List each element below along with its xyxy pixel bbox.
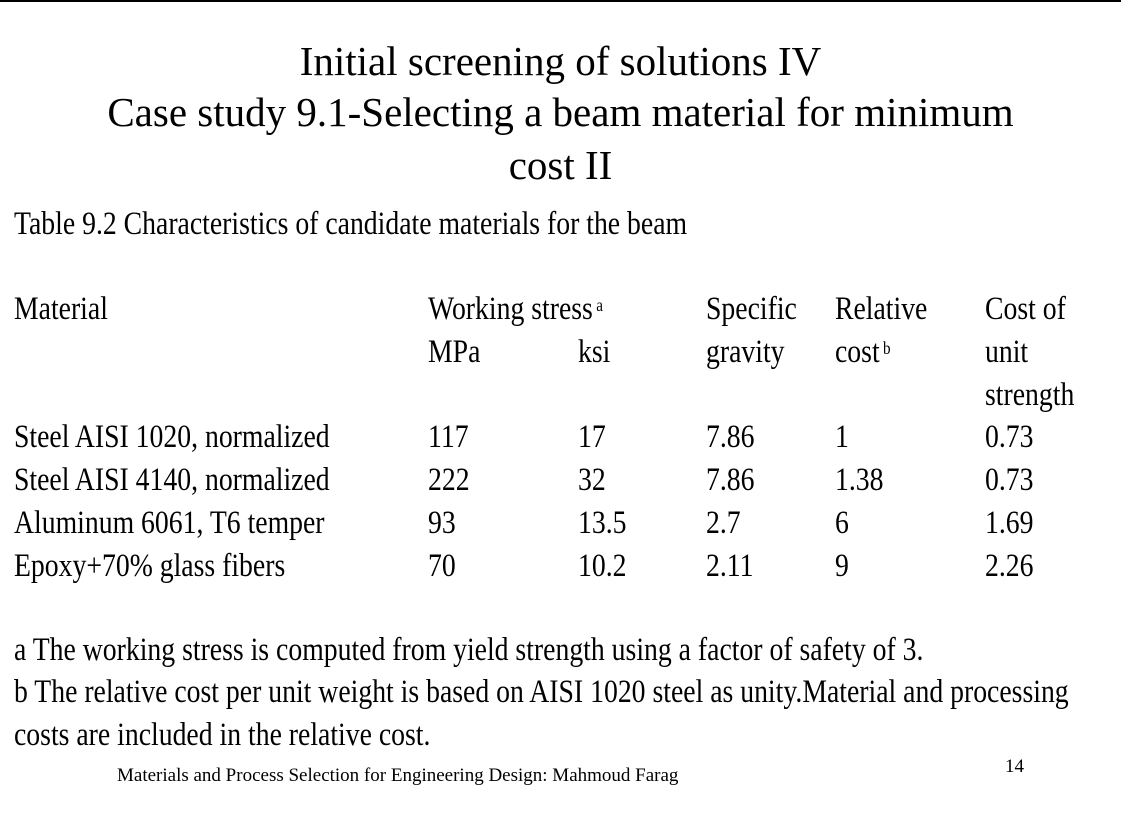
table-cell: 17: [578, 419, 606, 455]
header-working-stress: Working stress a: [428, 289, 603, 329]
header-cost-unit-strength: Cost of: [985, 291, 1066, 327]
table-cell: 32: [578, 462, 606, 498]
header-specific-gravity: gravity: [706, 334, 785, 370]
table-cell: 2.26: [985, 548, 1034, 584]
table-cell: 70: [428, 548, 456, 584]
header-specific-gravity: Specific: [706, 291, 797, 327]
header-relative-cost: Relative: [835, 291, 928, 327]
table-cell: Epoxy+70% glass fibers: [14, 548, 286, 584]
page-number: 14: [1005, 756, 1024, 777]
header-text: Working stress: [428, 291, 593, 327]
footnote-mark: b: [883, 338, 891, 358]
table-cell: 93: [428, 505, 456, 541]
note-b: b The relative cost per unit weight is b…: [14, 674, 1069, 710]
header-material: Material: [14, 291, 108, 327]
header-cost-unit-strength: unit: [985, 334, 1029, 370]
title-line: Initial screening of solutions IV: [299, 38, 822, 84]
header-text: cost: [835, 334, 880, 370]
table-cell: 13.5: [578, 505, 627, 541]
table-cell: 7.86: [706, 462, 755, 498]
table-cell: 117: [428, 419, 469, 455]
note-a: a The working stress is computed from yi…: [14, 632, 924, 668]
table-cell: 9: [835, 548, 849, 584]
header-ksi: ksi: [578, 334, 611, 370]
table-cell: Steel AISI 4140, normalized: [14, 462, 330, 498]
header-cost-unit-strength: strength: [985, 377, 1075, 413]
table-cell: 1: [835, 419, 849, 455]
table-cell: 10.2: [578, 548, 627, 584]
table-cell: 1.38: [835, 462, 884, 498]
table-cell: 1.69: [985, 505, 1034, 541]
title-line: Case study 9.1-Selecting a beam material…: [107, 89, 1014, 135]
footnote-mark: a: [596, 295, 603, 315]
note-b: costs are included in the relative cost.: [14, 717, 431, 753]
table-cell: 222: [428, 462, 470, 498]
header-relative-cost: cost b: [835, 332, 891, 372]
table-cell: Steel AISI 1020, normalized: [14, 419, 330, 455]
table-caption: Table 9.2 Characteristics of candidate m…: [14, 206, 688, 242]
table-cell: 6: [835, 505, 849, 541]
table-cell: 0.73: [985, 419, 1034, 455]
table-cell: 2.11: [706, 548, 754, 584]
top-rule: [0, 0, 1121, 2]
table-cell: Aluminum 6061, T6 temper: [14, 505, 325, 541]
table-cell: 0.73: [985, 462, 1034, 498]
table-cell: 7.86: [706, 419, 755, 455]
citation: Materials and Process Selection for Engi…: [117, 765, 679, 786]
header-mpa: MPa: [428, 334, 481, 370]
table-cell: 2.7: [706, 505, 741, 541]
title-line: cost II: [508, 142, 613, 188]
